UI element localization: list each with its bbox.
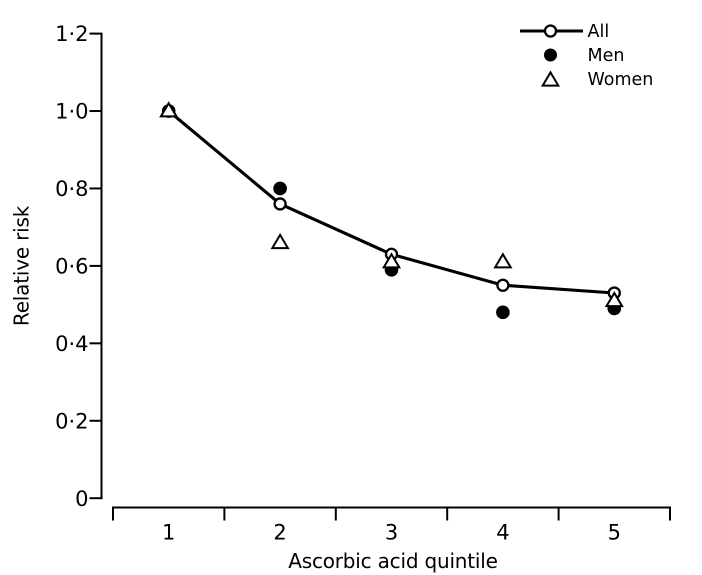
y-tick-label: 0·6 <box>55 255 88 279</box>
legend-marker-men <box>544 48 557 62</box>
marker-women-q4 <box>493 252 513 269</box>
x-tick-label: 1 <box>162 521 175 545</box>
y-tick-label: 1·2 <box>55 22 88 46</box>
x-axis-title: Ascorbic acid quintile <box>288 549 498 573</box>
legend-marker-all <box>543 24 558 38</box>
x-tick-label: 3 <box>385 521 398 545</box>
marker-women-q1 <box>159 101 179 118</box>
legend-layer: All Men Women <box>520 22 653 90</box>
y-tick-label: 0·2 <box>55 409 88 433</box>
legend-label-men: Men <box>588 46 625 66</box>
marker-all-q4 <box>496 278 510 292</box>
legend-label-women: Women <box>588 70 654 90</box>
marker-men-q2 <box>273 181 287 196</box>
marker-all-q2 <box>273 197 287 211</box>
y-tick-label: 0·4 <box>55 332 88 356</box>
marker-women-q5 <box>604 290 624 308</box>
legend-label-all: All <box>588 22 610 42</box>
x-tick-label: 4 <box>496 521 509 545</box>
x-tick-label: 5 <box>608 521 621 545</box>
legend-marker-women <box>540 70 561 87</box>
y-tick-label: 1·0 <box>55 100 88 124</box>
x-tick-label: 2 <box>273 521 286 545</box>
axes-layer: 0 0·2 0·4 0·6 0·8 1·0 1·2 1 2 3 4 5 <box>55 22 671 545</box>
y-axis-title: Relative risk <box>10 205 34 326</box>
y-tick-label: 0 <box>75 487 88 511</box>
y-tick-label: 0·8 <box>55 177 88 201</box>
marker-men-q4 <box>496 305 510 320</box>
series-layer <box>159 101 624 320</box>
marker-women-q2 <box>270 232 290 250</box>
marker-women-q3 <box>381 252 402 269</box>
